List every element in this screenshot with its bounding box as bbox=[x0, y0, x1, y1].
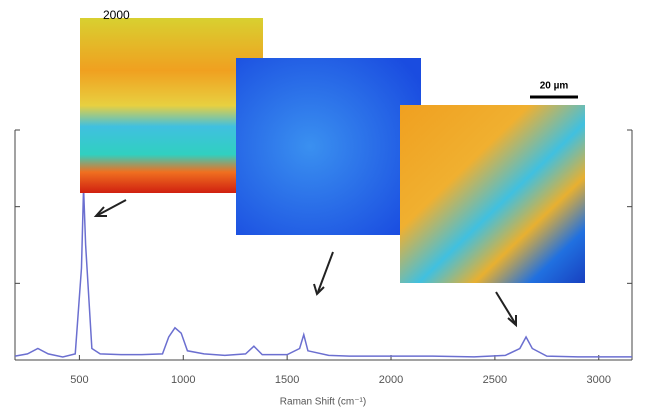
x-tick-label: 1500 bbox=[275, 374, 299, 386]
plot: 500 1000 1500 2000 2500 3000 bbox=[14, 129, 632, 386]
scale-label: 20 µm bbox=[540, 81, 569, 92]
map-image-3 bbox=[400, 105, 585, 283]
axes bbox=[14, 130, 633, 361]
annotation: 2000 bbox=[103, 8, 130, 22]
spectrum-line bbox=[14, 187, 632, 358]
x-tick-label: 1000 bbox=[171, 374, 195, 386]
x-axis-label: Raman Shift (cm⁻¹) bbox=[280, 397, 366, 408]
x-tick-label: 500 bbox=[70, 374, 88, 386]
x-tick-label: 2500 bbox=[483, 374, 507, 386]
x-tick-label: 3000 bbox=[587, 374, 611, 386]
arrows bbox=[93, 199, 517, 328]
map-image-2 bbox=[236, 58, 421, 235]
map-image-1 bbox=[80, 18, 263, 193]
x-tick-label: 2000 bbox=[379, 374, 403, 386]
